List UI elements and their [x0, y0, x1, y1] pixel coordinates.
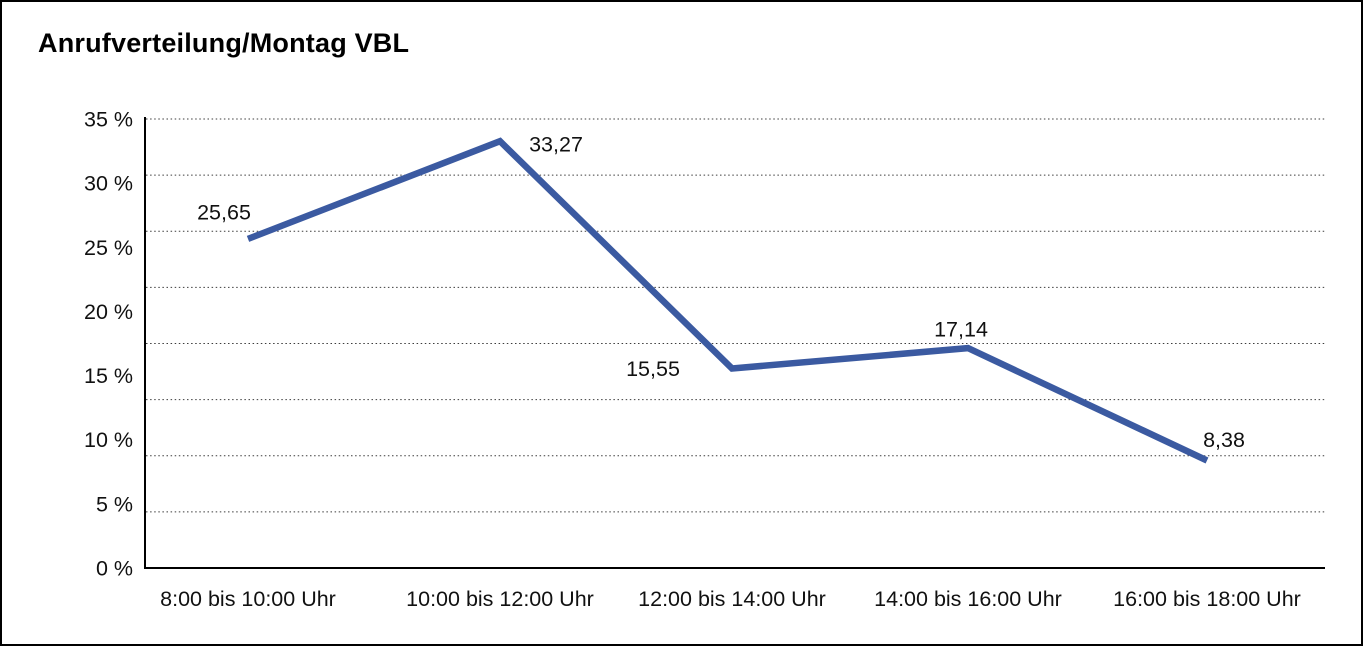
- x-category-label: 14:00 bis 16:00 Uhr: [874, 587, 1062, 611]
- page-title: Anrufverteilung/Montag VBL: [38, 28, 410, 58]
- x-category-label: 10:00 bis 12:00 Uhr: [406, 587, 594, 611]
- y-tick-label: 30 %: [84, 172, 133, 196]
- data-point-label: 17,14: [934, 318, 988, 342]
- data-point-label: 25,65: [197, 200, 251, 224]
- y-tick-label: 10 %: [84, 428, 133, 452]
- y-tick-label: 35 %: [84, 108, 133, 132]
- y-tick-label: 0 %: [96, 557, 133, 581]
- y-tick-label: 25 %: [84, 236, 133, 260]
- y-tick-label: 20 %: [84, 300, 133, 324]
- data-line: [246, 137, 1209, 464]
- data-point-label: 8,38: [1203, 428, 1245, 452]
- y-tick-label: 15 %: [84, 364, 133, 388]
- x-category-label: 12:00 bis 14:00 Uhr: [638, 587, 826, 611]
- x-category-label: 8:00 bis 10:00 Uhr: [160, 587, 336, 611]
- data-point-label: 33,27: [529, 133, 583, 157]
- y-tick-label: 5 %: [96, 492, 133, 516]
- x-category-label: 16:00 bis 18:00 Uhr: [1113, 587, 1301, 611]
- data-point-label: 15,55: [626, 357, 680, 381]
